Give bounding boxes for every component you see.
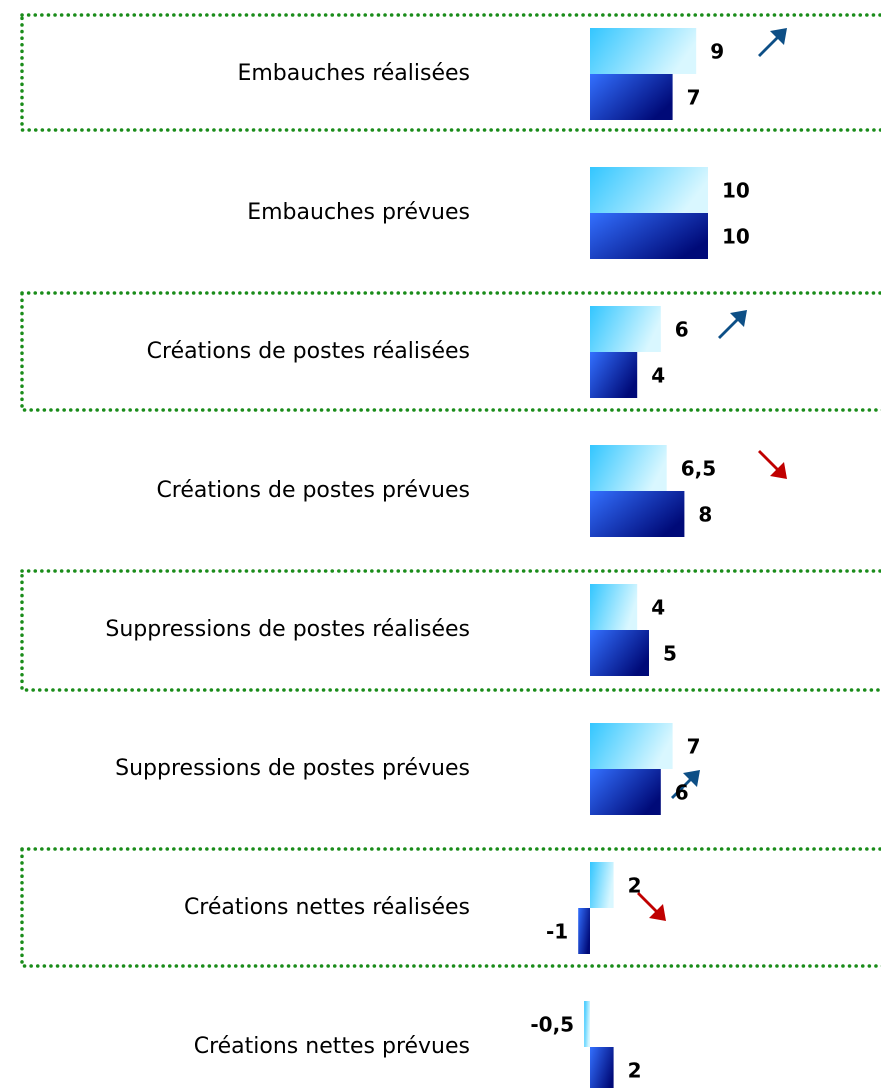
- category-label: Créations de postes réalisées: [147, 339, 470, 364]
- value-label: 6,5: [681, 457, 716, 481]
- category-label: Embauches prévues: [247, 200, 470, 225]
- arrow-up: [758, 28, 787, 57]
- value-label: 7: [687, 86, 701, 110]
- value-label: 9: [710, 40, 724, 64]
- arrow-up: [718, 310, 747, 339]
- bar: [590, 74, 673, 120]
- bar: [590, 445, 667, 491]
- bar: [590, 491, 685, 537]
- bar: [590, 213, 708, 259]
- arrows: [637, 28, 787, 921]
- value-label: 8: [698, 503, 712, 527]
- bar: [590, 306, 661, 352]
- arrow-up: [671, 770, 700, 799]
- bar: [590, 167, 708, 213]
- value-label: -0,5: [530, 1013, 574, 1037]
- value-label: 10: [722, 225, 750, 249]
- bar: [590, 862, 614, 908]
- category-label: Créations de postes prévues: [156, 478, 470, 503]
- bar: [590, 352, 638, 398]
- dotted-box: [20, 569, 881, 692]
- category-label: Suppressions de postes prévues: [115, 756, 470, 781]
- bar: [590, 630, 649, 676]
- bar: [590, 28, 697, 74]
- arrow-down: [758, 450, 787, 479]
- value-label: 2: [628, 1059, 642, 1083]
- bar: [590, 769, 661, 815]
- bar: [578, 908, 590, 954]
- boxes: [20, 13, 881, 968]
- value-label: 7: [687, 735, 701, 759]
- arrow-down: [637, 892, 666, 921]
- value-label: 6: [675, 781, 689, 805]
- dotted-box: [20, 847, 881, 968]
- bar: [590, 723, 673, 769]
- value-label: -1: [546, 920, 568, 944]
- value-label: 4: [651, 596, 665, 620]
- value-label: 5: [663, 642, 677, 666]
- value-label: 2: [628, 874, 642, 898]
- dotted-box: [20, 13, 881, 132]
- dotted-box: [20, 291, 881, 412]
- bar: [584, 1001, 590, 1047]
- category-label: Suppressions de postes réalisées: [105, 617, 470, 642]
- value-label: 4: [651, 364, 665, 388]
- bar: [590, 584, 638, 630]
- value-label: 10: [722, 179, 750, 203]
- bar: [590, 1047, 614, 1088]
- value-label: 6: [675, 318, 689, 342]
- category-label: Embauches réalisées: [237, 61, 470, 86]
- category-label: Créations nettes réalisées: [184, 895, 470, 920]
- category-label: Créations nettes prévues: [194, 1034, 470, 1059]
